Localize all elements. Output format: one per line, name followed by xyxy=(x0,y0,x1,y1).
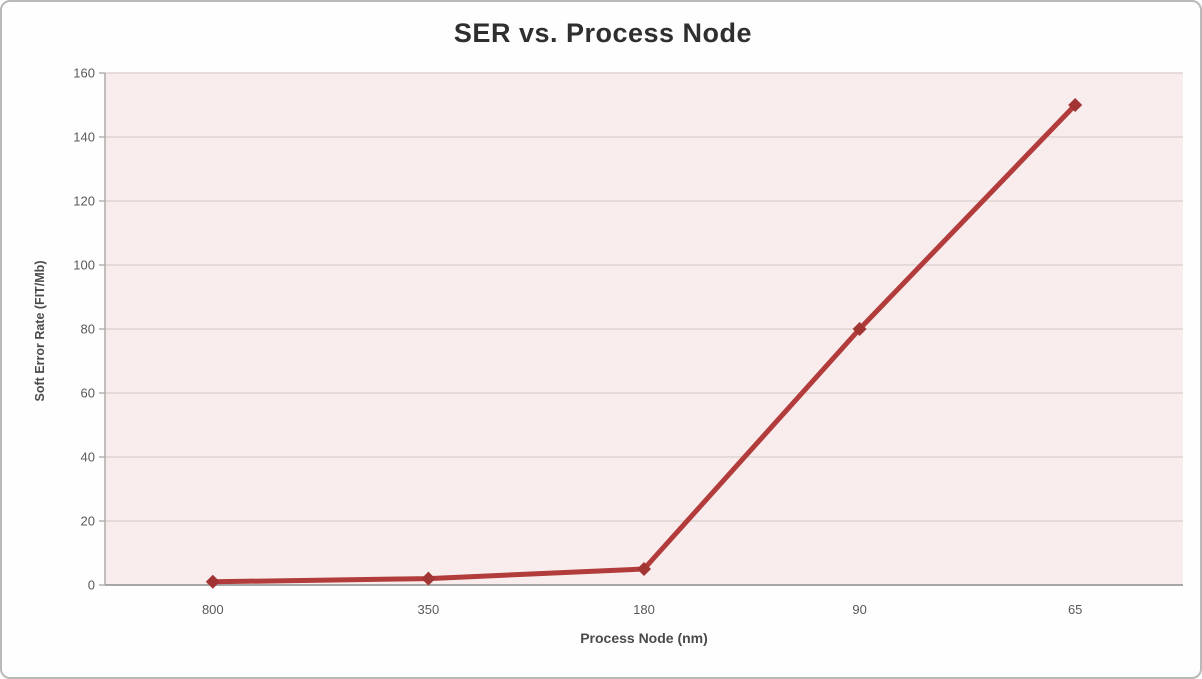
data-point-marker xyxy=(421,571,436,586)
y-tick-label: 120 xyxy=(73,194,95,209)
x-tick-label: 90 xyxy=(852,602,866,617)
x-tick-label: 65 xyxy=(1068,602,1082,617)
y-tick-label: 40 xyxy=(81,450,95,465)
y-tick-label: 160 xyxy=(73,66,95,81)
x-tick-label: 800 xyxy=(202,602,224,617)
y-tick-label: 140 xyxy=(73,130,95,145)
y-tick-label: 0 xyxy=(88,578,95,593)
data-point-marker xyxy=(637,562,651,576)
chart-title: SER vs. Process Node xyxy=(453,18,753,48)
x-tick-label: 180 xyxy=(633,602,655,617)
x-tick-label: 350 xyxy=(418,602,440,617)
data-point-marker xyxy=(205,574,220,589)
y-tick-label: 20 xyxy=(81,514,95,529)
data-point-marker xyxy=(852,322,867,336)
data-point-marker xyxy=(1068,98,1083,112)
y-tick-label: 80 xyxy=(81,322,95,337)
y-tick-label: 60 xyxy=(81,386,95,401)
x-axis-title: Process Node (nm) xyxy=(580,630,708,646)
y-tick-label: 100 xyxy=(73,258,95,273)
y-axis-title: Soft Error Rate (FIT/Mb) xyxy=(33,260,47,402)
